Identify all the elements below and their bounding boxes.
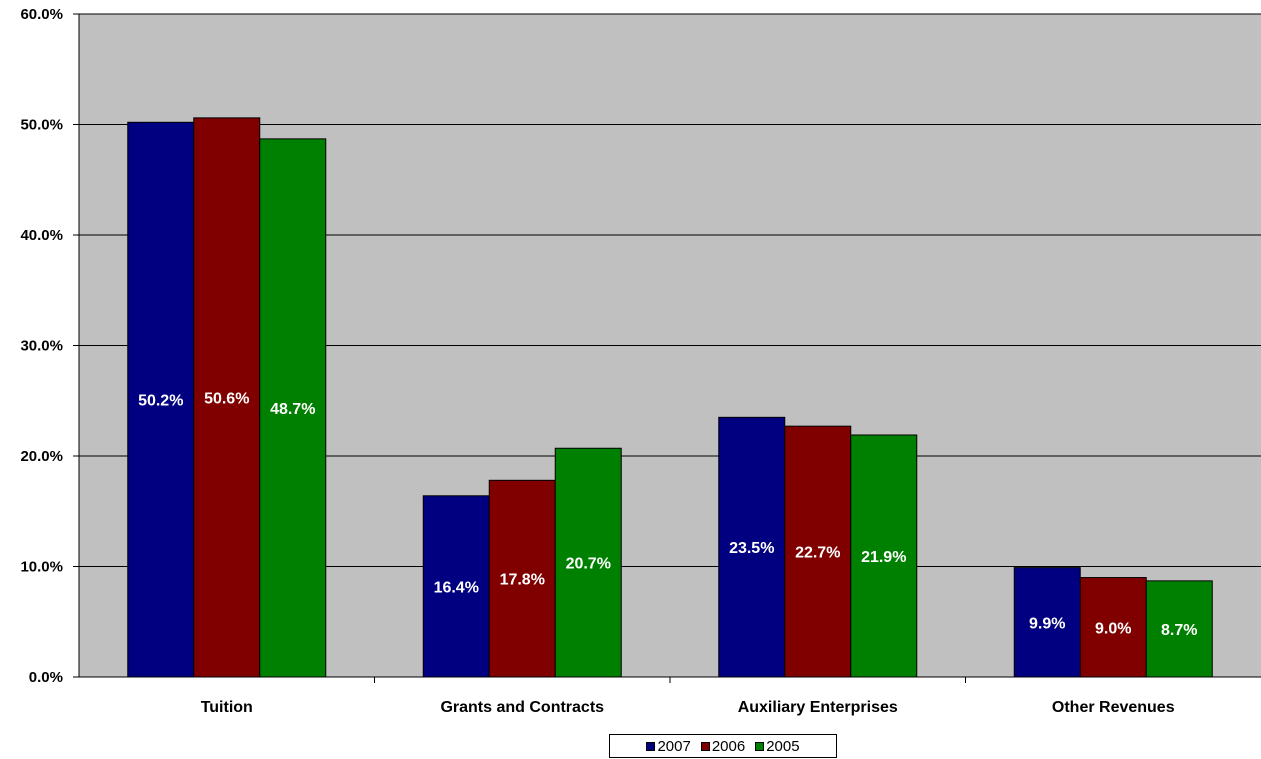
y-axis-ticks: 0.0% 10.0% 20.0% 30.0% 40.0% 50.0% 60.0%: [20, 6, 79, 686]
bar-2005: [259, 138, 327, 678]
legend-item-2006: 2006: [700, 737, 746, 755]
y-tick-label: 50.0%: [20, 117, 63, 134]
legend-label: 2005: [766, 737, 800, 755]
y-tick-label: 40.0%: [20, 227, 63, 244]
legend-swatch: [646, 741, 656, 751]
data-label: 50.6%: [204, 390, 249, 407]
legend: 2007 2006 2005: [609, 734, 837, 758]
data-labels: 50.2% 50.6% 48.7% 16.4% 17.8% 20.7% 23.5% 22.7%…: [138, 390, 1197, 638]
x-category-label: Tuition: [201, 699, 253, 716]
data-label: 9.9%: [1029, 615, 1065, 632]
x-category-label: Other Revenues: [1052, 699, 1175, 716]
data-label: 48.7%: [270, 401, 315, 418]
x-axis-categories: Tuition Grants and Contracts Auxiliary Ent…: [201, 699, 1175, 716]
bar-2006: [784, 425, 852, 678]
bar-2006: [1079, 577, 1147, 678]
bar-2006: [193, 117, 261, 678]
y-tick-label: 30.0%: [20, 338, 63, 355]
data-label: 9.0%: [1095, 620, 1131, 637]
x-category-label: Auxiliary Enterprises: [738, 699, 898, 716]
data-label: 21.9%: [861, 549, 906, 566]
data-label: 22.7%: [795, 545, 840, 562]
y-tick-label: 0.0%: [29, 669, 63, 686]
bar-2007: [127, 121, 195, 678]
data-label: 50.2%: [138, 393, 183, 410]
legend-swatch: [755, 741, 765, 751]
bar-2007: [718, 416, 786, 678]
data-label: 16.4%: [434, 579, 479, 596]
y-tick-label: 60.0%: [20, 6, 63, 23]
legend-item-2007: 2007: [646, 737, 691, 755]
x-category-label: Grants and Contracts: [440, 699, 604, 716]
y-tick-label: 10.0%: [20, 559, 63, 576]
legend-label: 2006: [711, 737, 746, 755]
data-label: 23.5%: [729, 540, 774, 557]
y-tick-label: 20.0%: [20, 448, 63, 465]
axes: [78, 14, 1261, 683]
legend-label: 2007: [657, 737, 691, 755]
bars: [127, 117, 1213, 678]
legend-swatch: [700, 741, 710, 751]
data-label: 17.8%: [500, 572, 545, 589]
bar-2005: [850, 434, 918, 678]
legend-item-2005: 2005: [755, 737, 800, 755]
bar-2005: [554, 447, 622, 678]
bar-2005: [1145, 580, 1213, 678]
data-label: 8.7%: [1161, 622, 1197, 639]
data-label: 20.7%: [566, 556, 611, 573]
bar-chart: 0.0% 10.0% 20.0% 30.0% 40.0% 50.0% 60.0% 50.2%…: [20, 6, 1261, 716]
